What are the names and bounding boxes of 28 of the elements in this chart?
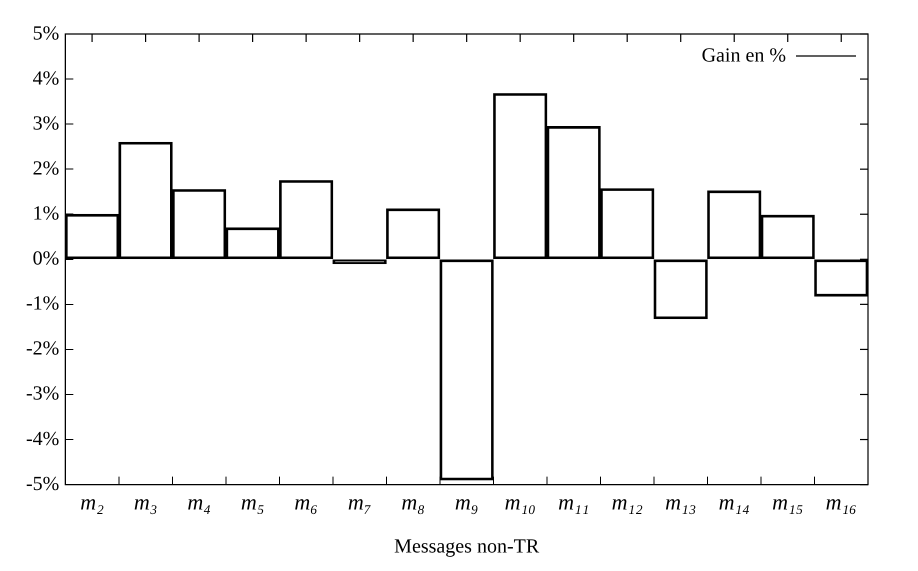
y-tick-label: 2% bbox=[32, 157, 60, 180]
x-tick-label: m₂ bbox=[80, 490, 104, 515]
y-tick-label: -5% bbox=[26, 472, 60, 495]
x-tick-label: m₁₀ bbox=[504, 490, 536, 515]
y-tick-label: 1% bbox=[32, 202, 60, 224]
x-tick-label: m₈ bbox=[401, 490, 425, 515]
x-axis-title: Messages non-TR bbox=[394, 535, 540, 558]
y-tick-label: -2% bbox=[26, 338, 60, 360]
y-tick-label: 4% bbox=[32, 67, 60, 90]
x-tick-label: m₇ bbox=[348, 490, 372, 515]
y-tick-label: 0% bbox=[32, 248, 60, 270]
x-tick-label: m₆ bbox=[294, 490, 318, 515]
x-tick-label: m₉ bbox=[454, 490, 478, 515]
y-tick-label: -3% bbox=[26, 382, 60, 405]
x-tick-label: m₁₁ bbox=[558, 490, 590, 515]
legend-label: Gain en % bbox=[702, 44, 786, 66]
x-tick-label: m₁₆ bbox=[826, 490, 857, 515]
y-tick-label: -4% bbox=[26, 428, 60, 450]
x-tick-label: m₁₅ bbox=[772, 490, 804, 515]
x-tick-label: m₁₃ bbox=[665, 490, 696, 515]
x-tick-label: m₁₂ bbox=[612, 490, 644, 515]
x-tick-label: m₅ bbox=[240, 490, 264, 515]
y-tick-label: 5% bbox=[32, 22, 60, 44]
x-tick-label: m₄ bbox=[187, 490, 211, 515]
y-tick-label: -1% bbox=[26, 292, 60, 315]
y-tick-label: 3% bbox=[32, 112, 60, 134]
x-tick-label: m₁₄ bbox=[718, 490, 750, 515]
x-tick-label: m₃ bbox=[134, 490, 158, 515]
